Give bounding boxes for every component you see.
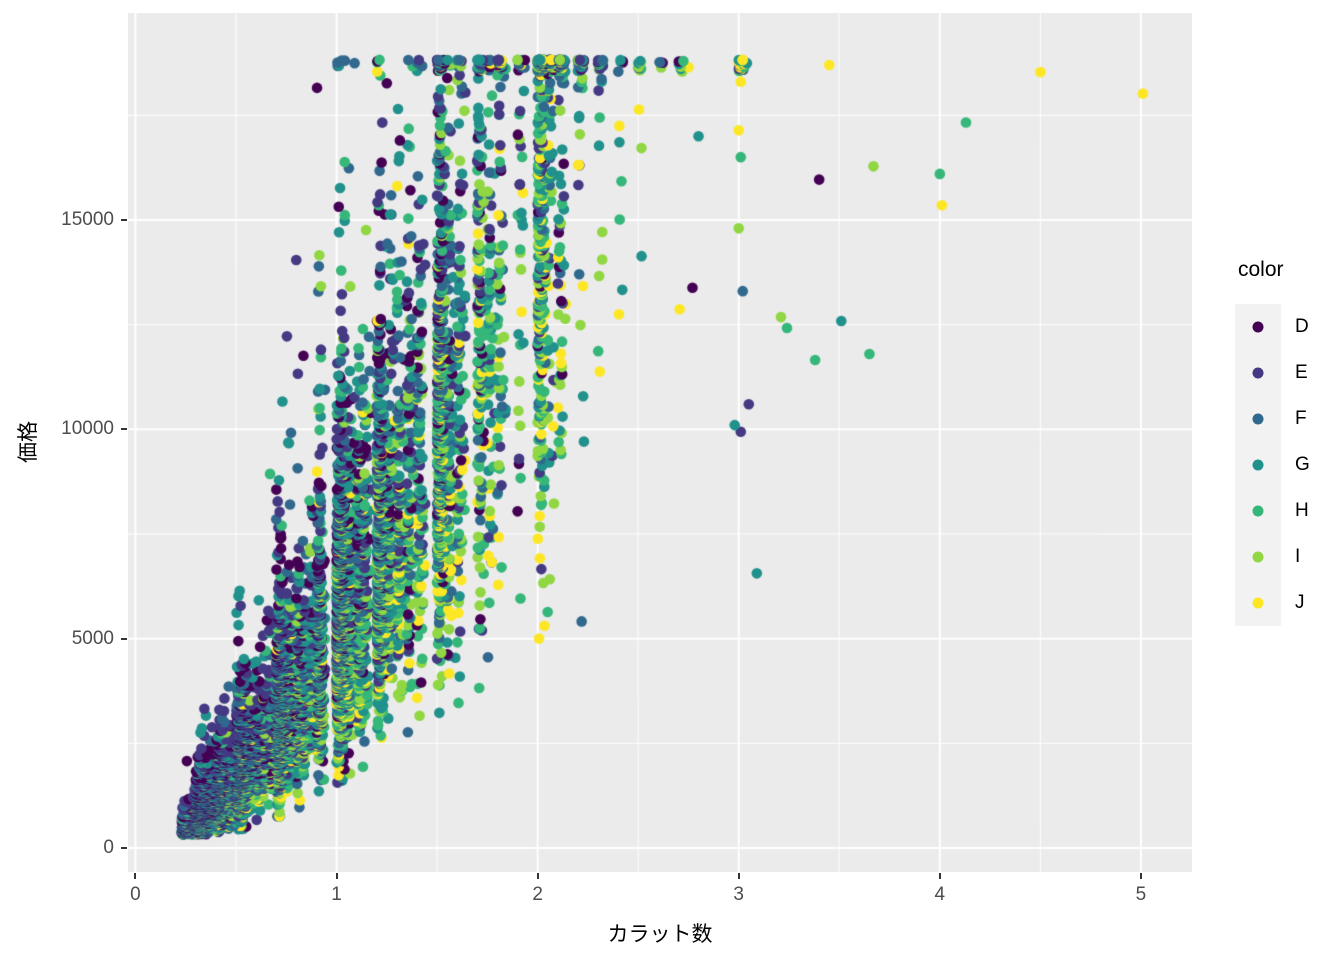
legend-point-icon (1252, 551, 1264, 563)
x-axis-title: カラット数 (607, 923, 713, 946)
legend-point-icon (1252, 413, 1264, 425)
legend-label: G (1295, 454, 1310, 475)
legend-entry-D: D (1235, 304, 1344, 350)
legend-label: D (1295, 316, 1309, 337)
plot-panel (128, 13, 1192, 872)
legend-point-icon (1252, 321, 1264, 333)
legend-entry-I: I (1235, 534, 1344, 580)
y-axis-title: 価格 (17, 421, 40, 463)
x-tick-mark (134, 873, 137, 879)
y-tick-mark (121, 218, 127, 221)
y-tick-label: 15000 (61, 208, 114, 230)
x-tick-mark (938, 873, 941, 879)
legend-point-icon (1252, 367, 1264, 379)
x-tick-mark (1139, 873, 1142, 879)
x-tick-label: 0 (130, 884, 141, 905)
legend-label: E (1295, 362, 1308, 383)
y-tick-label: 0 (103, 837, 114, 858)
legend-key (1235, 488, 1281, 534)
y-tick-label: 10000 (61, 418, 114, 440)
x-tick-label: 1 (331, 884, 342, 905)
x-tick-label: 4 (934, 884, 946, 905)
legend-entries: D E F G H I J (1235, 304, 1344, 626)
legend-entry-J: J (1235, 580, 1344, 626)
legend-point-icon (1252, 597, 1264, 609)
legend-key (1235, 580, 1281, 626)
y-tick-mark (121, 428, 127, 431)
legend-label: J (1295, 592, 1305, 613)
x-tick-label: 3 (733, 884, 745, 905)
legend-key (1235, 442, 1281, 488)
legend-point-icon (1252, 459, 1264, 471)
legend-title: color (1238, 258, 1284, 281)
legend-entry-H: H (1235, 488, 1344, 534)
legend-label: H (1295, 500, 1309, 521)
legend-label: I (1295, 546, 1301, 567)
legend-key (1235, 534, 1281, 580)
legend-key (1235, 396, 1281, 442)
legend-key (1235, 304, 1281, 350)
x-tick-mark (737, 873, 740, 879)
legend-entry-G: G (1235, 442, 1344, 488)
y-tick-mark (121, 847, 127, 849)
y-tick-label: 5000 (71, 627, 114, 649)
legend-entry-E: E (1235, 350, 1344, 396)
legend-entry-F: F (1235, 396, 1344, 442)
x-tick-mark (335, 873, 338, 879)
x-tick-label: 2 (532, 884, 543, 905)
y-tick-mark (121, 637, 127, 640)
x-tick-mark (536, 873, 539, 879)
legend-point-icon (1252, 505, 1264, 517)
x-tick-label: 5 (1135, 884, 1147, 905)
legend-label: F (1295, 408, 1307, 429)
legend-key (1235, 350, 1281, 396)
